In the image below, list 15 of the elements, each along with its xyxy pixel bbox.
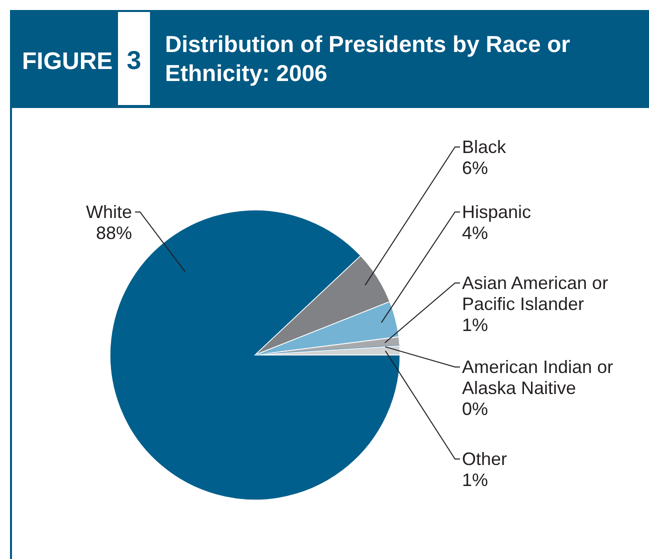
data-label: 88%	[96, 223, 132, 243]
text: 0%	[462, 399, 488, 419]
data-label: 1%	[462, 470, 488, 490]
text: 3	[126, 45, 142, 75]
chart-title: Distribution of Presidents by Race or Ethnicity: 2006	[165, 31, 570, 86]
slice-label: Black	[462, 137, 508, 157]
data-label: 6%	[462, 158, 488, 178]
slice-label: Other	[462, 449, 508, 469]
data-label: 4%	[462, 223, 488, 243]
slice-label: White	[86, 202, 132, 222]
data-label: 1%	[462, 315, 488, 335]
slice-label: Asian American or Pacific Islander	[462, 273, 608, 314]
legend-label: American Indian or Alaska Naitive	[462, 357, 614, 398]
text: FIGURE	[22, 48, 113, 75]
slice-label: Hispanic	[462, 202, 532, 222]
